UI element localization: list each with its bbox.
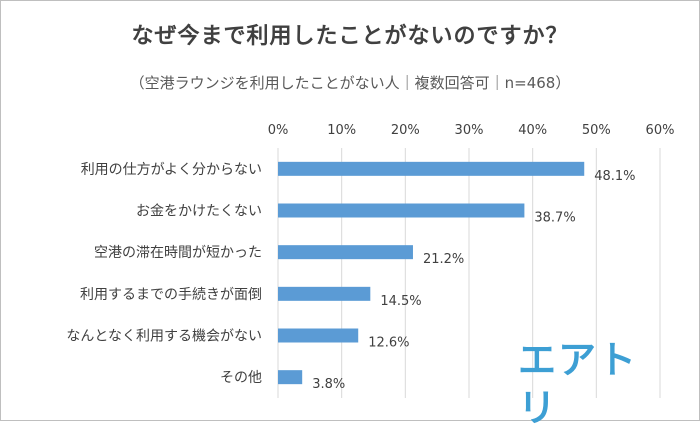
- chart-subtitle: （空港ラウンジを利用したことがない人｜複数回答可｜n=468）: [129, 74, 571, 92]
- bar: [278, 245, 413, 260]
- category-label: その他: [220, 370, 262, 386]
- category-label: お金をかけたくない: [136, 204, 262, 220]
- data-label: 14.5%: [380, 294, 421, 309]
- data-label: 12.6%: [368, 336, 409, 351]
- category-label: 利用の仕方がよく分からない: [81, 162, 262, 178]
- chart-title: なぜ今まで利用したことがないのですか？: [131, 24, 569, 49]
- data-label: 3.8%: [312, 377, 345, 392]
- data-label: 21.2%: [423, 252, 464, 267]
- x-tick-label: 60%: [646, 123, 675, 138]
- data-label: 38.7%: [534, 211, 575, 226]
- x-tick-label: 20%: [391, 123, 420, 138]
- bar: [278, 203, 525, 218]
- bar: [278, 370, 303, 385]
- x-tick-label: 50%: [582, 123, 611, 138]
- bar-chart: 0% 10% 20% 30% 40% 50% 60% 利用の仕方がよく分からない 48.1% お金…: [66, 123, 675, 398]
- data-label: 48.1%: [594, 169, 635, 184]
- airtrip-logo: エアトリ: [518, 338, 639, 430]
- bar: [278, 161, 585, 176]
- x-tick-label: 0%: [268, 123, 289, 138]
- category-label: なんとなく利用する機会がない: [66, 329, 262, 345]
- category-label: 空港の滞在時間が短かった: [94, 245, 262, 261]
- x-tick-label: 40%: [518, 123, 547, 138]
- bar: [278, 286, 371, 301]
- x-tick-label: 30%: [455, 123, 484, 138]
- x-tick-label: 10%: [327, 123, 356, 138]
- bar: [278, 328, 359, 343]
- category-label: 利用するまでの手続きが面倒: [80, 286, 262, 303]
